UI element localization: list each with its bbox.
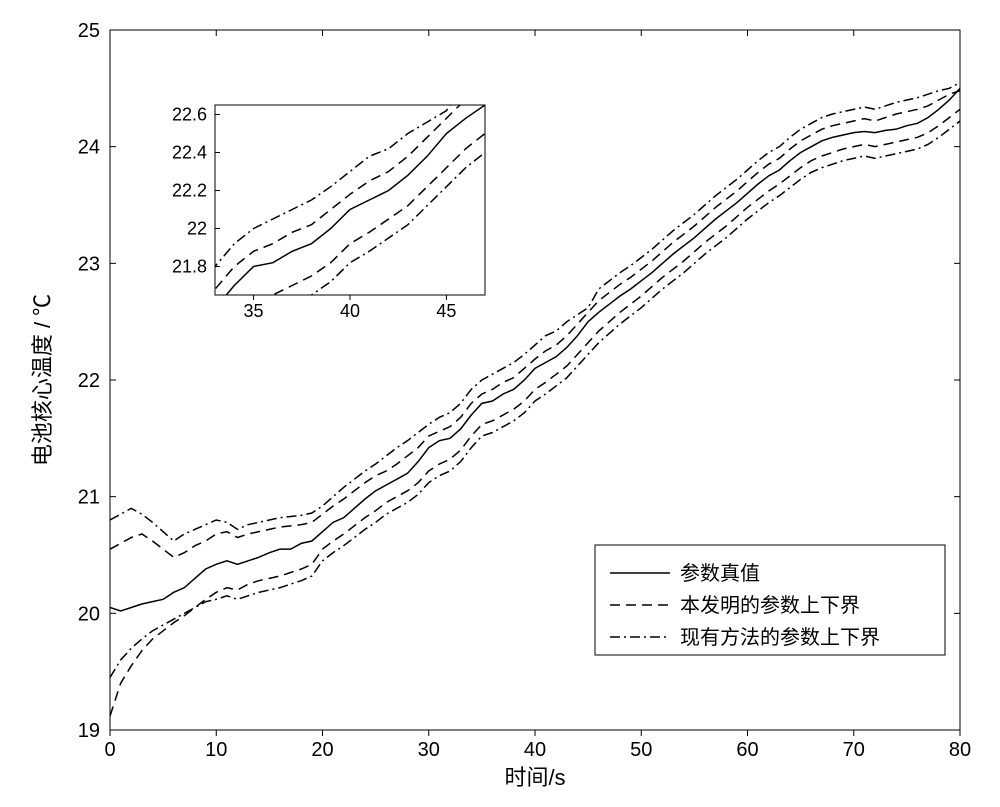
legend-label: 参数真值 [680,562,760,585]
y-tick-label: 24 [78,137,100,159]
inset-y-tick-label: 22.2 [172,181,207,201]
y-tick-label: 25 [78,20,100,42]
inset-series-group [0,0,1000,776]
inset-y-tick-label: 22.4 [172,143,207,163]
chart-container: 0 10 20 30 40 50 60 70 80 19 20 21 22 23 24 25 时间/s 电池核心温… [0,0,1000,807]
x-tick-label: 0 [104,739,115,761]
y-tick-label: 19 [78,720,100,742]
inset-x-tick-label: 40 [340,301,360,321]
legend-label: 本发明的参数上下界 [680,594,860,617]
legend-label: 现有方法的参数上下界 [680,626,880,649]
x-tick-label: 10 [205,739,227,761]
inset-y-tick-label: 22.6 [172,105,207,125]
x-tick-label: 40 [524,739,546,761]
x-tick-label: 80 [949,739,971,761]
x-tick-label: 50 [630,739,652,761]
y-tick-label: 21 [78,487,100,509]
inset-x-tick-label: 45 [436,301,456,321]
y-tick-label: 23 [78,253,100,275]
y-tick-label: 22 [78,370,100,392]
x-axis-label: 时间/s [504,765,565,790]
x-tick-label: 30 [418,739,440,761]
x-tick-label: 70 [843,739,865,761]
inset-x-tick-label: 35 [244,301,264,321]
inset-y-tick-label: 22 [187,219,207,239]
chart-svg: 0 10 20 30 40 50 60 70 80 19 20 21 22 23 24 25 时间/s 电池核心温… [0,0,1000,807]
x-tick-label: 60 [736,739,758,761]
inset-y-tick-label: 21.8 [172,257,207,277]
series-line [0,0,1000,517]
x-tick-label: 20 [311,739,333,761]
series-line [0,0,1000,605]
y-tick-label: 20 [78,603,100,625]
series-line [0,0,1000,776]
y-axis-label: 电池核心温度 / ℃ [30,294,55,466]
